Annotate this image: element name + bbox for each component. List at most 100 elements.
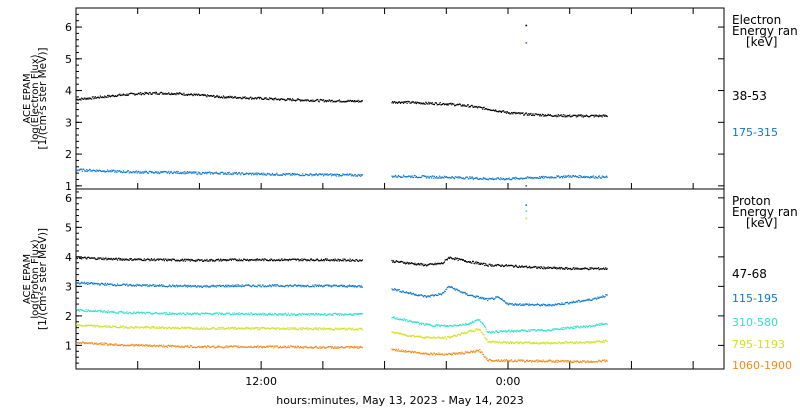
data-point: [466, 352, 468, 354]
data-point: [461, 177, 463, 179]
data-point: [173, 285, 176, 287]
data-point: [297, 329, 299, 331]
data-point: [333, 100, 335, 102]
data-point: [565, 360, 567, 362]
data-point: [270, 313, 272, 316]
data-point: [325, 347, 327, 349]
data-point: [161, 93, 163, 95]
data-point: [310, 258, 312, 260]
data-point: [392, 101, 394, 103]
data-point: [413, 334, 415, 336]
data-point: [604, 268, 606, 270]
data-point: [168, 92, 170, 94]
data-point: [279, 345, 281, 347]
data-point: [215, 346, 217, 348]
data-point: [331, 346, 333, 348]
data-point: [237, 285, 239, 288]
data-point: [185, 94, 187, 96]
data-point: [245, 173, 247, 175]
data-point: [412, 351, 414, 353]
data-point: [278, 98, 280, 100]
data-point: [285, 99, 287, 101]
data-point: [89, 257, 91, 259]
data-point: [502, 360, 504, 362]
data-point: [193, 172, 195, 174]
data-point: [565, 176, 567, 178]
data-point: [143, 344, 145, 347]
data-point: [285, 313, 287, 315]
data-point: [392, 331, 394, 333]
data-point: [346, 259, 348, 261]
data-point: [108, 283, 110, 285]
data-point: [87, 324, 89, 326]
data-point: [99, 169, 101, 171]
data-point: [569, 175, 571, 177]
data-point: [458, 325, 460, 327]
data-point: [207, 95, 209, 97]
data-point: [550, 304, 552, 306]
data-point: [297, 345, 299, 348]
data-point: [199, 285, 201, 287]
data-point: [513, 266, 515, 268]
data-point: [347, 314, 349, 316]
data-point: [419, 294, 421, 296]
data-point: [76, 283, 78, 285]
data-point: [208, 313, 210, 315]
data-point: [108, 94, 110, 96]
data-point: [336, 347, 338, 349]
data-point: [101, 343, 104, 345]
data-point: [487, 265, 489, 267]
data-point: [546, 341, 549, 343]
data-point: [204, 94, 207, 96]
data-point: [243, 313, 245, 315]
data-point: [263, 327, 266, 330]
data-point: [521, 178, 523, 180]
data-point: [605, 294, 607, 296]
data-point: [244, 173, 246, 175]
data-point: [203, 326, 205, 328]
data-point: [397, 101, 399, 103]
data-point: [238, 327, 240, 329]
data-point: [240, 313, 243, 315]
data-point: [598, 324, 600, 326]
data-point: [597, 115, 599, 117]
data-point: [415, 336, 417, 338]
data-point: [84, 283, 86, 285]
data-point: [106, 259, 108, 261]
data-point: [361, 175, 363, 177]
data-point: [243, 285, 245, 287]
data-point: [557, 114, 559, 116]
data-point: [220, 346, 222, 348]
data-point: [535, 266, 537, 268]
data-point: [254, 97, 256, 99]
data-point: [351, 329, 353, 331]
data-point: [569, 302, 572, 304]
data-point: [341, 260, 343, 262]
data-point: [513, 304, 515, 306]
data-point: [202, 328, 204, 330]
data-point: [209, 171, 211, 173]
data-point: [99, 257, 101, 259]
data-point: [186, 346, 188, 348]
data-point: [175, 94, 177, 96]
data-point: [201, 286, 203, 288]
data-point: [461, 351, 463, 353]
data-point: [481, 322, 483, 324]
data-point: [290, 173, 292, 175]
data-point: [393, 316, 395, 318]
data-point: [562, 360, 564, 362]
data-point: [438, 263, 440, 265]
data-point: [355, 346, 357, 348]
data-point: [105, 311, 107, 313]
data-point: [78, 310, 81, 312]
data-point: [89, 310, 91, 312]
data-point: [177, 259, 179, 261]
data-point: [193, 285, 195, 287]
data-point: [405, 351, 407, 353]
data-point: [500, 110, 502, 112]
data-point: [243, 313, 245, 316]
data-point: [245, 284, 247, 286]
data-point: [575, 360, 577, 362]
data-point: [405, 335, 407, 337]
data-point: [590, 325, 592, 327]
